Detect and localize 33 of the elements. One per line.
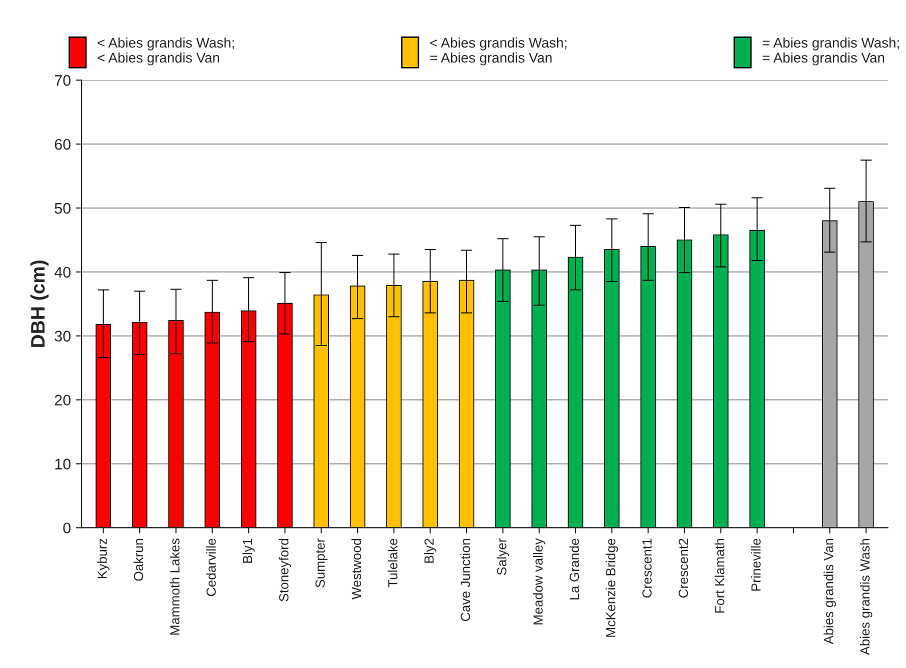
legend-label: < Abies grandis Wash; = Abies grandis Van — [430, 37, 566, 66]
x-tick-label: Cave Junction — [460, 538, 470, 622]
y-tick-label: 50 — [54, 202, 71, 214]
x-tick-label: Abies grandis Wash — [860, 538, 872, 655]
x-tick-label: Crescent1 — [642, 538, 652, 598]
legend-label: = Abies grandis Wash; = Abies grandis Van — [762, 37, 899, 66]
legend-label: < Abies grandis Wash; < Abies grandis Van — [98, 37, 234, 66]
x-tick-label: Fort Klamath — [714, 538, 724, 613]
x-tick-label: McKenzie Bridge — [606, 538, 618, 637]
x-tick-label: Kyburz — [97, 538, 110, 578]
x-tick-label: Prineville — [750, 538, 761, 591]
x-tick-label: Meadow valley — [533, 538, 546, 624]
x-tick-label: Bly2 — [424, 538, 436, 563]
x-tick-label: Abies grandis Van — [824, 538, 836, 644]
x-tick-label: Westwood — [351, 538, 362, 600]
y-tick-label: 70 — [54, 75, 71, 86]
y-tick-label: 20 — [54, 394, 71, 406]
x-tick-label: La Grande — [569, 538, 580, 600]
x-tick-label: Sumpter — [315, 538, 328, 588]
x-tick-label: Tulelake — [388, 538, 398, 588]
y-tick-label: 0 — [63, 522, 71, 534]
y-axis-title: DBH (cm) — [30, 260, 49, 347]
x-tick-label: Stoneyford — [278, 538, 292, 602]
y-tick-label: 10 — [55, 458, 71, 470]
x-tick-label: Salyer — [496, 538, 510, 575]
x-tick-label: Bly1 — [242, 538, 255, 563]
x-tick-label: Cedarville — [206, 538, 216, 596]
x-tick-label: Mammoth Lakes — [170, 538, 180, 635]
x-tick-label: Crescent2 — [678, 538, 688, 598]
x-tick-label: Oakrun — [134, 538, 144, 581]
y-tick-label: 60 — [54, 138, 71, 150]
y-tick-label: 40 — [54, 266, 71, 278]
y-tick-label: 30 — [54, 330, 71, 342]
